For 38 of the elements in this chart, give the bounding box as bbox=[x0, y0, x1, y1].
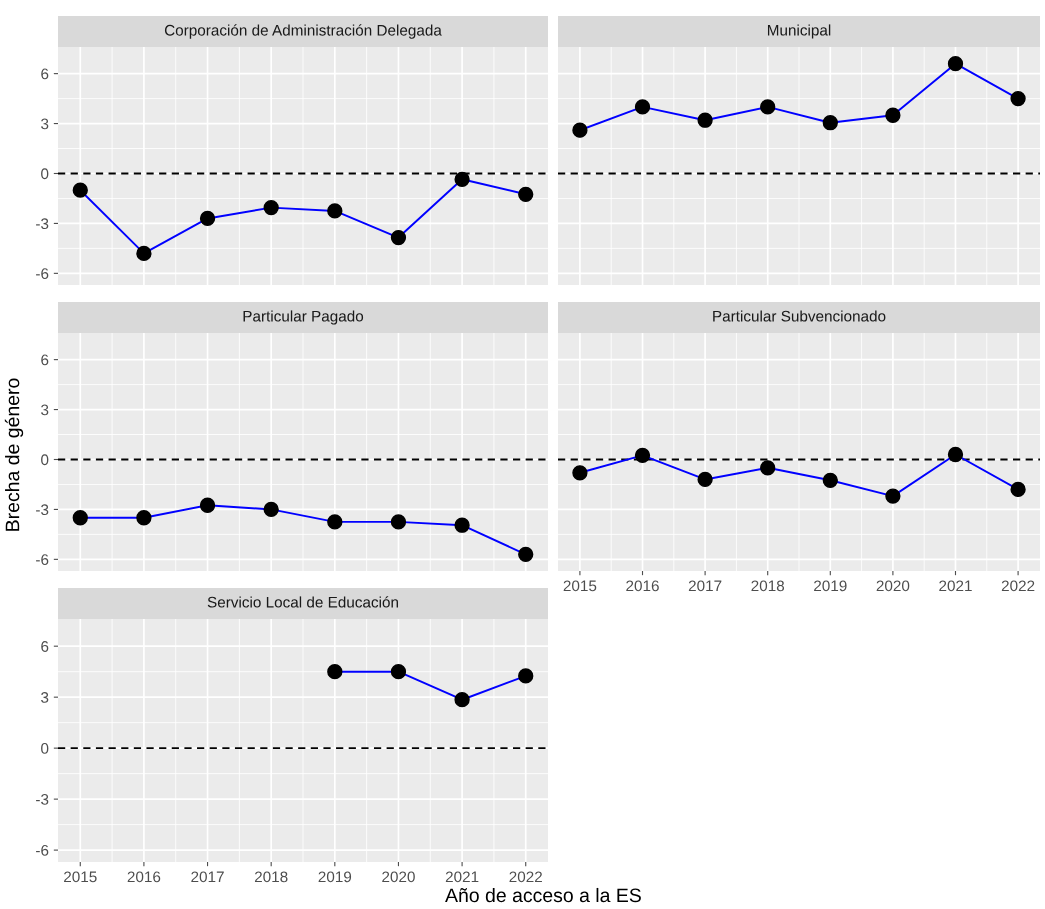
chart-title: Servicio Local de Educación bbox=[207, 596, 398, 608]
y-axis-title: Brecha de género bbox=[4, 378, 24, 531]
x-tick-label: 2019 bbox=[318, 871, 352, 883]
x-tick-label: 2022 bbox=[509, 871, 542, 883]
y-tick-label: 3 bbox=[41, 692, 49, 703]
y-tick-label: 3 bbox=[41, 404, 49, 416]
y-tick-label: -6 bbox=[36, 844, 49, 856]
x-tick-label: 2017 bbox=[191, 871, 224, 883]
chart-title: Municipal bbox=[767, 24, 831, 39]
y-tick-label: 6 bbox=[41, 641, 49, 652]
x-tick-label: 2021 bbox=[445, 871, 479, 883]
y-tick-label: 6 bbox=[41, 354, 49, 366]
x-tick-label: 2018 bbox=[751, 580, 785, 592]
x-axis-title: Año de acceso a la ES bbox=[445, 887, 641, 903]
y-tick-label: 6 bbox=[41, 68, 49, 80]
chart-title: Particular Subvencionado bbox=[713, 310, 886, 322]
x-tick-label: 2016 bbox=[127, 871, 161, 883]
y-tick-label: 0 bbox=[41, 743, 49, 754]
y-tick-label: -3 bbox=[36, 218, 49, 230]
x-tick-label: 2016 bbox=[626, 580, 659, 592]
x-tick-label: 2015 bbox=[563, 580, 597, 592]
y-tick-label: -6 bbox=[36, 554, 49, 566]
y-tick-label: -3 bbox=[36, 793, 49, 805]
x-tick-label: 2022 bbox=[1001, 580, 1035, 592]
x-tick-label: 2020 bbox=[876, 580, 910, 592]
chart-title: Particular Pagado bbox=[243, 310, 364, 325]
x-tick-label: 2015 bbox=[64, 871, 97, 883]
x-tick-label: 2018 bbox=[254, 871, 288, 883]
x-tick-label: 2021 bbox=[939, 580, 972, 592]
y-tick-label: 3 bbox=[41, 118, 49, 130]
y-tick-label: 0 bbox=[41, 168, 49, 180]
y-tick-label: -3 bbox=[36, 504, 49, 516]
y-tick-label: -6 bbox=[36, 268, 49, 280]
x-tick-label: 2019 bbox=[814, 580, 847, 592]
x-tick-label: 2020 bbox=[382, 871, 415, 883]
x-tick-label: 2017 bbox=[688, 580, 722, 592]
chart-title: Corporación de Administración Delegada bbox=[164, 24, 442, 39]
y-tick-label: 0 bbox=[41, 454, 49, 466]
